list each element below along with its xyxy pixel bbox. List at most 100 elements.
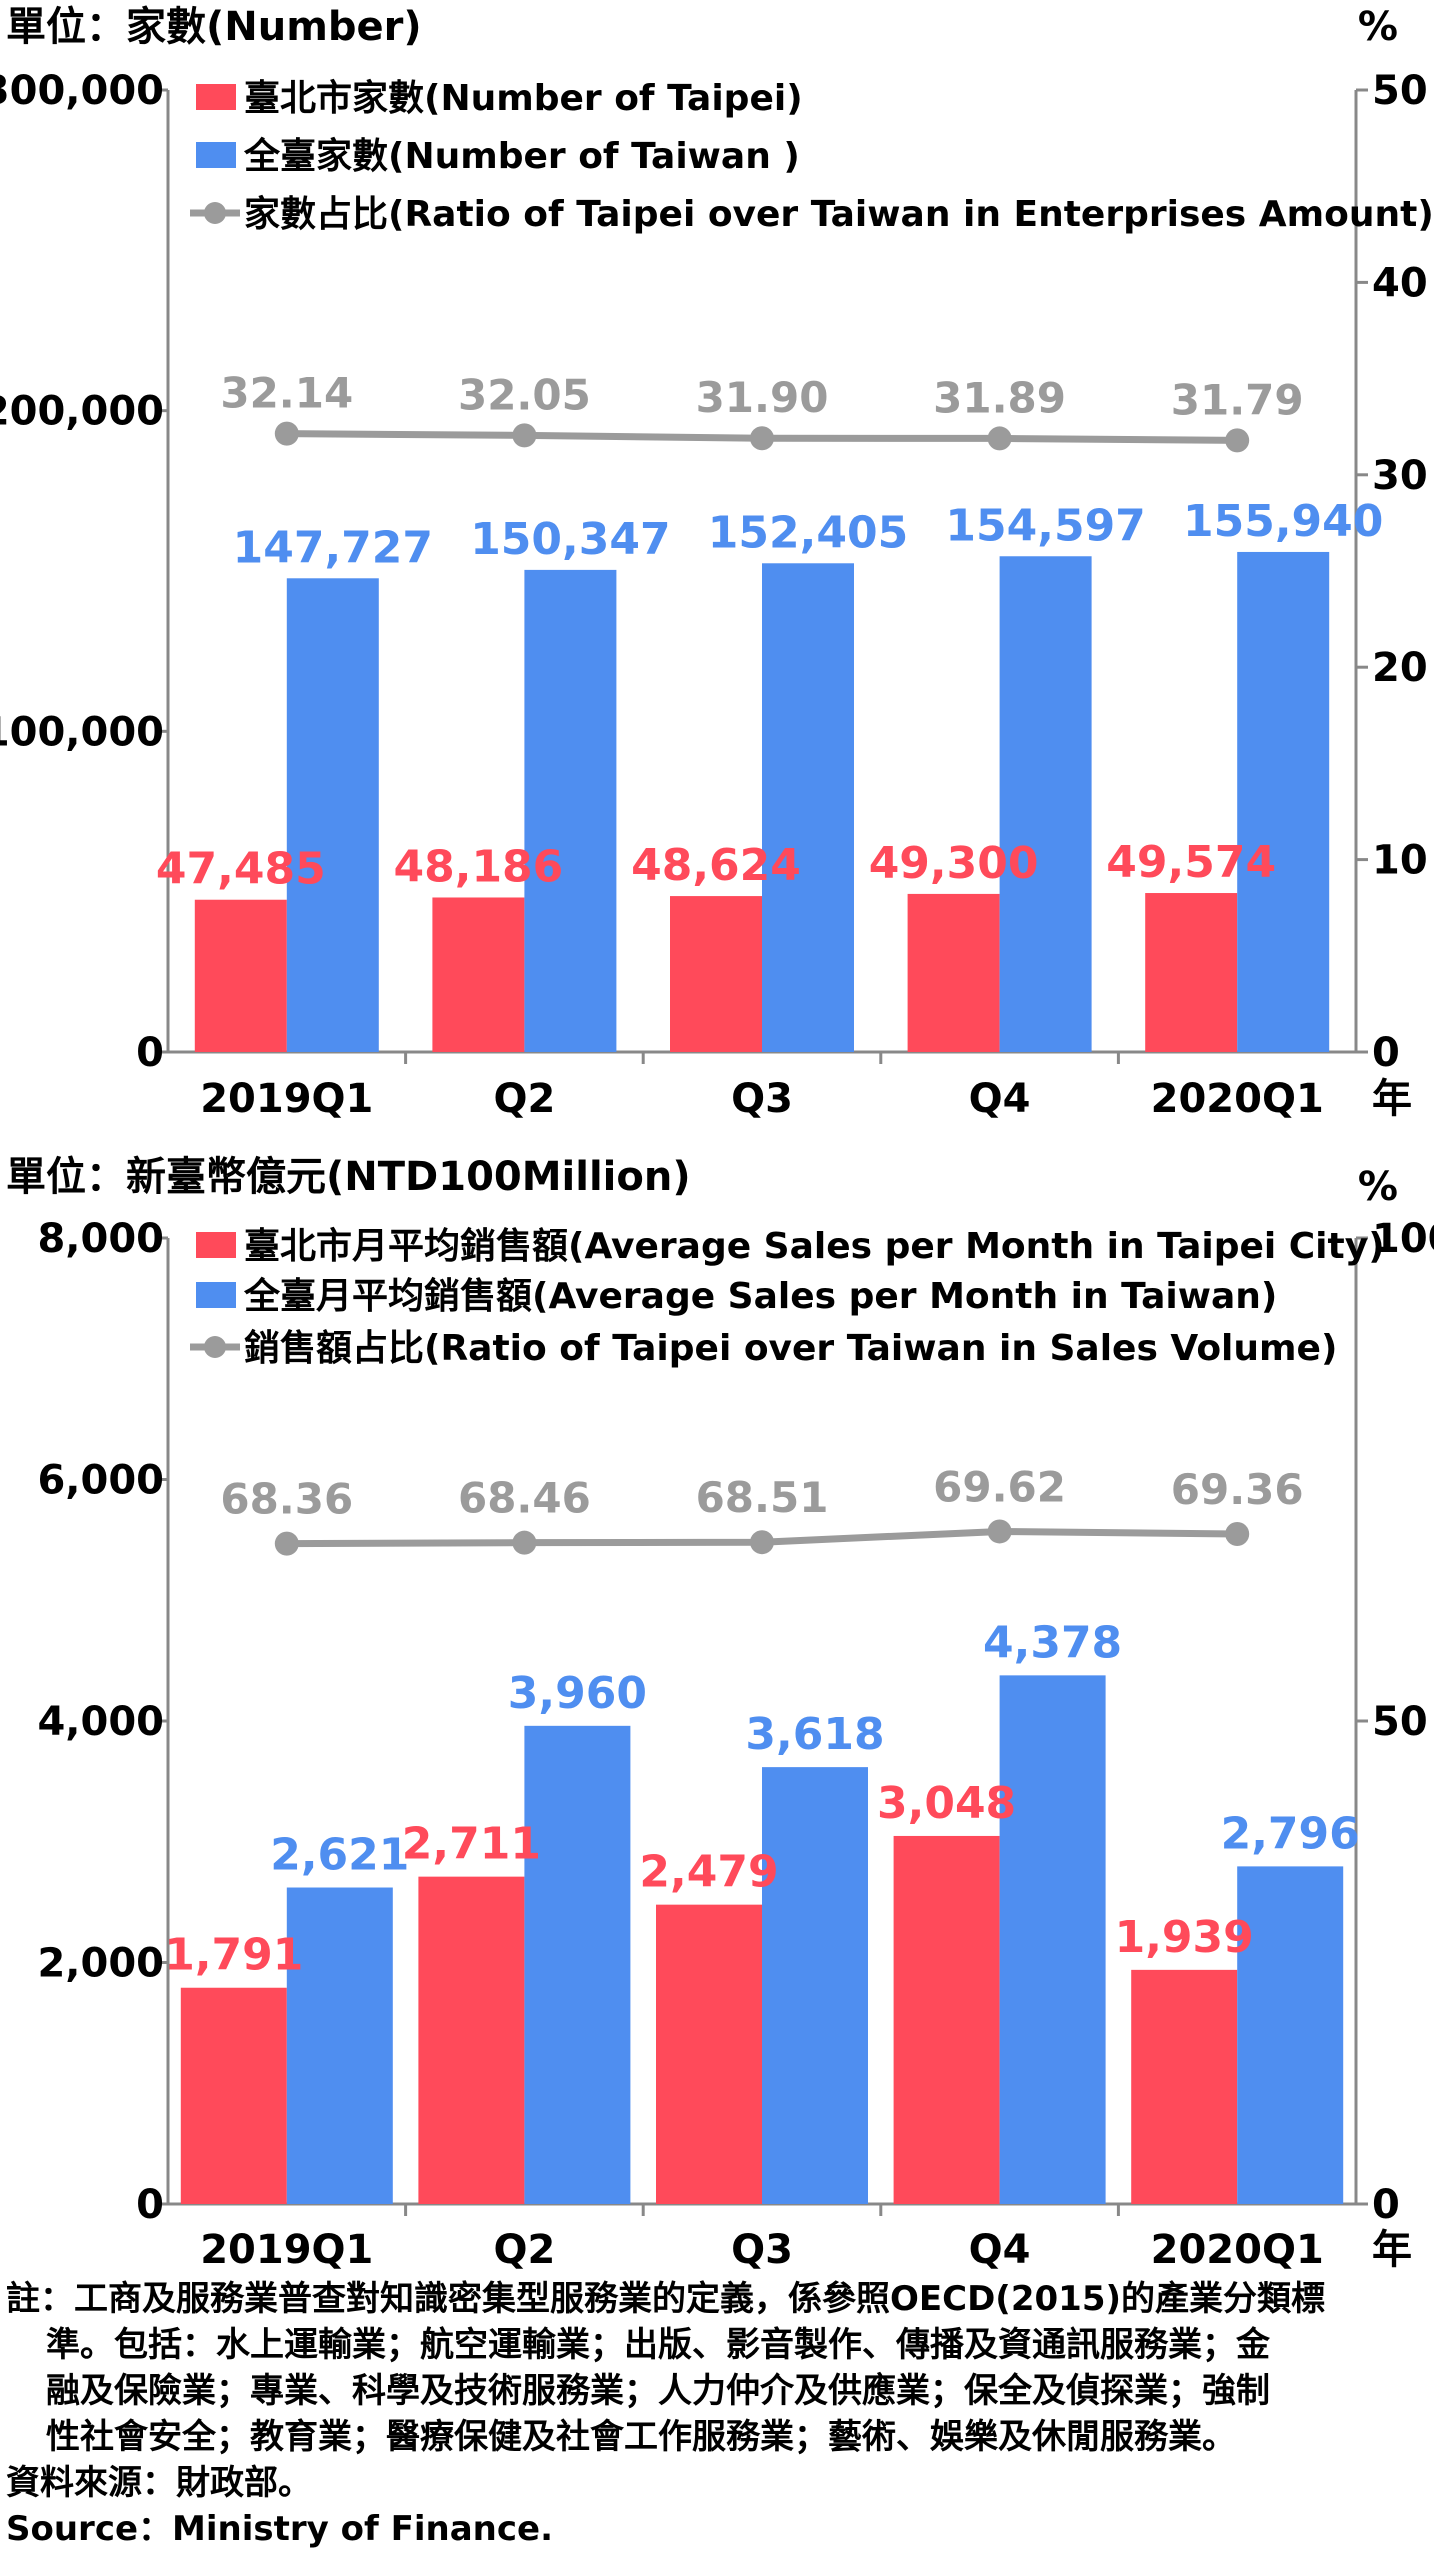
y2-tick-label: 0 [1372,2182,1400,2228]
left-axis-unit: 單位：新臺幣億元(NTD100Million) [6,1154,691,1200]
footnote-line-1: 註：工商及服務業普查對知識密集型服務業的定義，係參照OECD(2015)的產業分… [6,2279,1326,2319]
left-axis-unit: 單位：家數(Number) [6,4,422,50]
y-tick-label: 200,000 [0,389,164,435]
taiwan-data-label: 155,940 [1183,496,1383,547]
taipei-bar [893,1835,1000,2204]
taiwan-bar [999,556,1092,1052]
ratio-data-label: 68.46 [458,1474,591,1523]
legend-entry: 銷售額占比(Ratio of Taipei over Taiwan in Sal… [244,1327,1337,1369]
taiwan-bar [524,569,617,1052]
taipei-data-label: 2,711 [402,1819,541,1870]
source-english: Source：Ministry of Finance. [6,2509,553,2549]
y-tick-label: 2,000 [37,1941,164,1987]
taiwan-data-label: 2,621 [270,1830,409,1881]
taiwan-data-label: 2,796 [1221,1808,1360,1859]
taiwan-bar [762,1767,868,2204]
ratio-point [512,1530,537,1555]
ratio-data-label: 31.79 [1171,375,1304,424]
y2-tick-label: 10 [1372,838,1428,884]
x-tick-label: Q2 [493,2227,555,2273]
taipei-bar [656,1904,762,2204]
taiwan-bar [286,578,379,1052]
taipei-bar [418,1876,525,2204]
ratio-data-label: 32.14 [220,369,353,418]
taiwan-legend-swatch [196,1282,236,1308]
taipei-bar [432,897,525,1052]
footnote-line-4: 性社會安全；教育業；醫療保健及社會工作服務業；藝術、娛樂及休閒服務業。 [46,2417,1236,2457]
y-tick-label: 8,000 [37,1216,164,1262]
taiwan-bar [524,1725,631,2204]
taipei-bar [180,1987,287,2204]
y2-tick-label: 30 [1372,453,1428,499]
y2-tick-label: 40 [1372,260,1428,306]
taipei-data-label: 48,186 [394,841,564,892]
year-marker: 年 [1372,2227,1412,2273]
chart-1: 單位：家數(Number) % 0 100,000 200,000 300,000 0 10 2… [0,4,1434,1122]
y-tick-label: 4,000 [37,1699,164,1745]
taiwan-data-label: 147,727 [233,522,433,573]
taipei-data-label: 48,624 [631,840,801,891]
y-tick-label: 300,000 [0,68,164,114]
ratio-point [1225,1521,1250,1546]
taipei-data-label: 3,048 [877,1778,1016,1829]
y-tick-label: 0 [136,2182,164,2228]
x-tick-label: 2020Q1 [1151,2227,1324,2273]
taiwan-data-label: 150,347 [470,514,670,565]
ratio-point [750,426,774,451]
taipei-bar [1131,1969,1238,2204]
ratio-data-label: 68.51 [696,1473,829,1522]
y2-tick-label: 50 [1372,68,1428,114]
ratio-legend-marker [204,1336,226,1358]
ratio-point [274,1531,299,1556]
ratio-data-label: 31.90 [696,373,829,422]
x-tick-label: 2019Q1 [200,1076,373,1122]
taipei-data-label: 49,300 [869,838,1039,889]
taipei-bar [907,893,1000,1052]
x-tick-label: 2019Q1 [200,2227,373,2273]
ratio-legend-marker [204,202,226,224]
taiwan-data-label: 3,960 [508,1668,647,1719]
taiwan-data-label: 152,405 [708,507,908,558]
legend-entry: 全臺家數(Number of Taiwan ) [243,135,800,177]
y2-tick-label: 50 [1372,1699,1428,1745]
ratio-point [987,426,1012,451]
taipei-data-label: 1,939 [1115,1912,1254,1963]
taiwan-bar [999,1675,1106,2204]
x-tick-label: Q4 [969,1076,1031,1122]
footnote-line-3: 融及保險業；專業、科學及技術服務業；人力仲介及供應業；保全及偵探業；強制 [46,2371,1270,2411]
x-tick-label: Q2 [493,1076,555,1122]
legend-entry: 臺北市月平均銷售額(Average Sales per Month in Tai… [244,1225,1385,1267]
y-tick-label: 6,000 [37,1458,164,1504]
y-tick-label: 0 [136,1030,164,1076]
taipei-legend-swatch [196,1232,236,1258]
x-tick-label: Q3 [731,1076,793,1122]
year-marker: 年 [1372,1076,1412,1122]
taipei-data-label: 47,485 [156,844,326,895]
x-tick-label: Q4 [969,2227,1031,2273]
legend-entry: 家數占比(Ratio of Taipei over Taiwan in Ente… [244,194,1434,235]
right-axis-unit: % [1358,1164,1398,1210]
taiwan-data-label: 3,618 [745,1709,884,1760]
ratio-data-label: 32.05 [458,370,591,419]
taiwan-data-label: 4,378 [983,1617,1122,1668]
x-tick-label: Q3 [731,2227,793,2273]
chart-2: 單位：新臺幣億元(NTD100Million) % 0 2,000 4,000 6,000… [6,1154,1434,2273]
ratio-point [987,1519,1012,1544]
taipei-legend-swatch [196,84,236,110]
taipei-bar [670,896,762,1052]
taipei-bar [194,899,287,1052]
y2-tick-label: 0 [1372,1030,1400,1076]
taipei-data-label: 2,479 [639,1847,778,1898]
ratio-data-label: 69.36 [1171,1465,1304,1514]
taiwan-bar [1237,551,1330,1052]
taiwan-data-label: 154,597 [945,500,1145,551]
x-tick-label: 2020Q1 [1151,1076,1324,1122]
taipei-data-label: 49,574 [1106,837,1276,888]
taiwan-bar [286,1887,393,2204]
legend-entry: 臺北市家數(Number of Taipei) [244,78,803,119]
y2-tick-label: 100 [1372,1216,1434,1262]
taipei-data-label: 1,791 [164,1930,303,1981]
footnote-line-2: 準。包括：水上運輸業；航空運輸業；出版、影音製作、傳播及資通訊服務業；金 [46,2325,1270,2365]
ratio-data-label: 69.62 [933,1462,1066,1511]
